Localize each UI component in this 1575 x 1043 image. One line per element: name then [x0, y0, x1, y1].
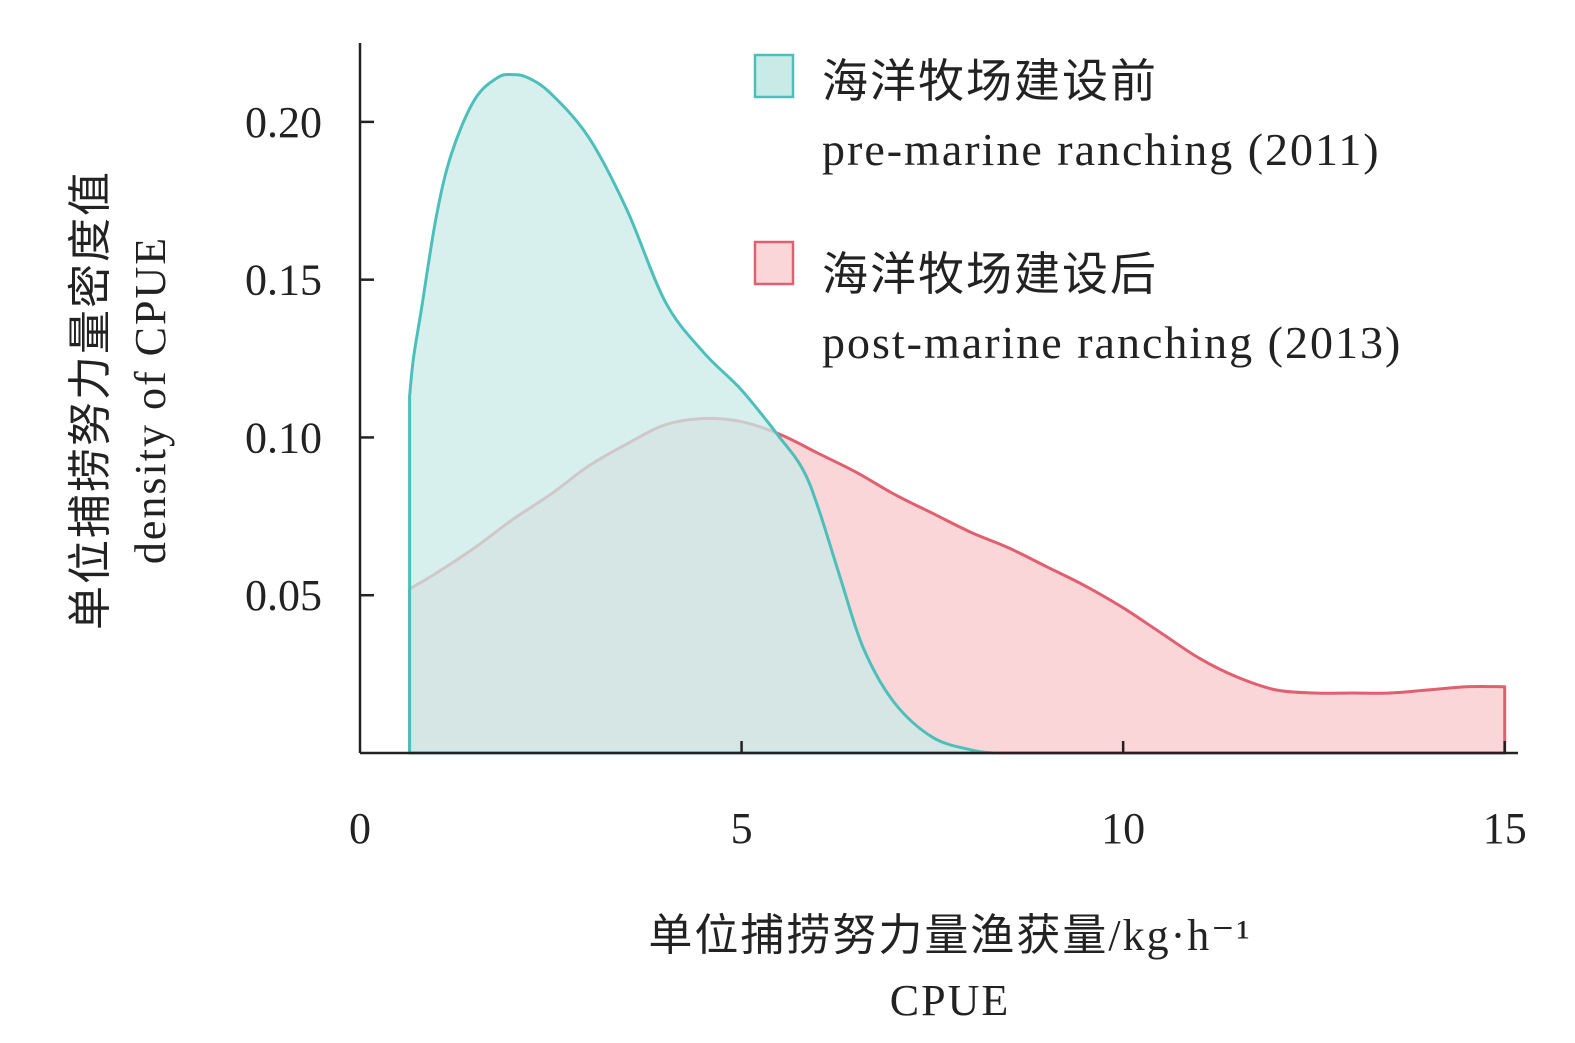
y-tick-label: 0.20 [245, 98, 322, 147]
y-axis-title-cn: 单位捕捞努力量密度值 [66, 170, 115, 630]
area-line-pre [408, 72, 995, 755]
legend-label-post-en: post-marine ranching (2013) [822, 317, 1402, 368]
x-axis-title-cn: 单位捕捞努力量渔获量/kg·h⁻¹ [648, 911, 1251, 960]
y-ticks: 0.05 0.10 0.15 0.20 [245, 98, 374, 620]
legend-label-post-cn: 海洋牧场建设后 [822, 249, 1158, 300]
y-tick-label: 0.10 [245, 413, 322, 462]
y-tick-label: 0.15 [245, 256, 322, 305]
x-tick-label: 15 [1483, 804, 1527, 853]
axes [358, 43, 1518, 755]
y-tick-label: 0.05 [245, 571, 322, 620]
y-axis-title-en: density of CPUE [126, 236, 175, 564]
legend: 海洋牧场建设前 pre-marine ranching (2011) 海洋牧场建… [753, 53, 1402, 368]
area-fill-pre [409, 74, 994, 753]
x-axis-title-en: CPUE [890, 976, 1010, 1025]
x-ticks: 0 5 10 15 [349, 741, 1527, 853]
legend-label-pre-en: pre-marine ranching (2011) [822, 124, 1381, 175]
x-tick-label: 0 [349, 804, 371, 853]
x-tick-label: 5 [731, 804, 753, 853]
legend-label-pre-cn: 海洋牧场建设前 [822, 56, 1158, 107]
legend-swatch-post [753, 240, 795, 286]
legend-swatch-pre [753, 53, 795, 99]
x-tick-label: 10 [1101, 804, 1145, 853]
plot-areas [408, 72, 1507, 755]
